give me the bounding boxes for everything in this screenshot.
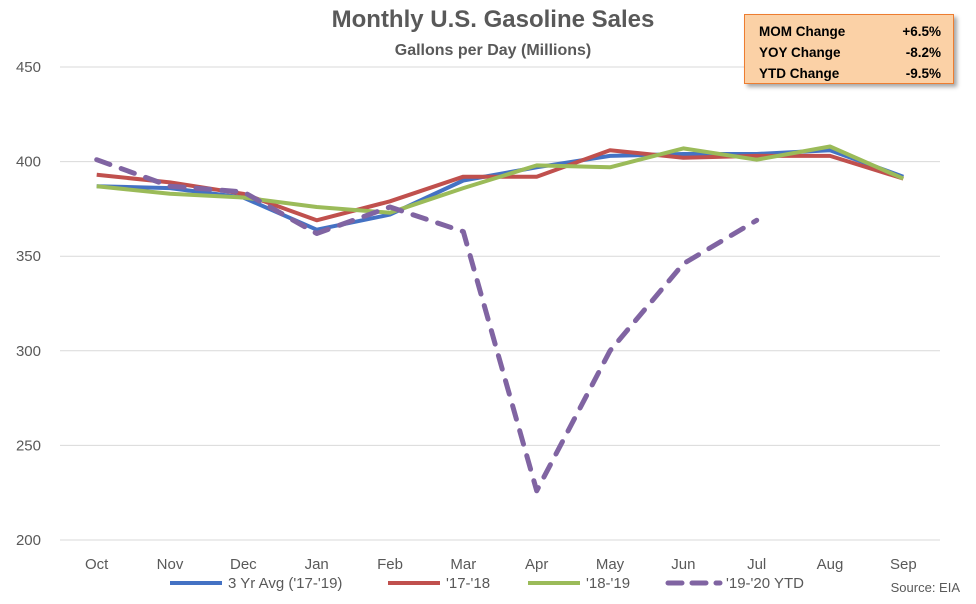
stat-label: MOM Change bbox=[759, 24, 846, 39]
stat-row-mom: MOM Change +6.5% bbox=[759, 21, 941, 42]
stat-label: YOY Change bbox=[759, 45, 841, 60]
stat-row-yoy: YOY Change -8.2% bbox=[759, 42, 941, 63]
x-tick-label: Nov bbox=[157, 556, 184, 573]
source-note: Source: EIA bbox=[890, 580, 960, 595]
x-tick-label: Mar bbox=[450, 556, 476, 573]
stat-value: -8.2% bbox=[905, 45, 941, 60]
y-tick-label: 200 bbox=[16, 532, 41, 549]
x-tick-label: Sep bbox=[890, 556, 917, 573]
x-tick-label: Aug bbox=[817, 556, 844, 573]
legend-label: '19-'20 YTD bbox=[726, 575, 804, 592]
series-line bbox=[96, 148, 904, 223]
x-tick-label: Jun bbox=[671, 556, 695, 573]
y-tick-label: 300 bbox=[16, 343, 41, 360]
stat-label: YTD Change bbox=[759, 66, 840, 81]
legend-label: '17-'18 bbox=[446, 575, 490, 592]
stat-row-ytd: YTD Change -9.5% bbox=[759, 63, 941, 84]
y-tick-label: 250 bbox=[16, 437, 41, 454]
chart-title: Monthly U.S. Gasoline Sales bbox=[331, 6, 655, 33]
x-tick-label: Apr bbox=[525, 556, 548, 573]
stat-value: +6.5% bbox=[902, 24, 941, 39]
change-stats-box: MOM Change +6.5% YOY Change -8.2% YTD Ch… bbox=[744, 14, 954, 84]
chart-subtitle: Gallons per Day (Millions) bbox=[394, 42, 592, 59]
x-tick-label: May bbox=[596, 556, 625, 573]
y-tick-label: 400 bbox=[16, 154, 41, 171]
y-tick-label: 450 bbox=[16, 59, 41, 76]
x-tick-label: Jul bbox=[747, 556, 766, 573]
legend-label: '18-'19 bbox=[586, 575, 630, 592]
stat-value: -9.5% bbox=[905, 66, 941, 81]
series-line bbox=[96, 144, 905, 215]
x-tick-label: Oct bbox=[85, 556, 109, 573]
series-line bbox=[94, 157, 760, 494]
legend-label: 3 Yr Avg ('17-'19) bbox=[228, 575, 342, 592]
x-tick-label: Jan bbox=[305, 556, 329, 573]
x-tick-label: Feb bbox=[377, 556, 403, 573]
x-tick-label: Dec bbox=[230, 556, 257, 573]
y-tick-label: 350 bbox=[16, 248, 41, 265]
